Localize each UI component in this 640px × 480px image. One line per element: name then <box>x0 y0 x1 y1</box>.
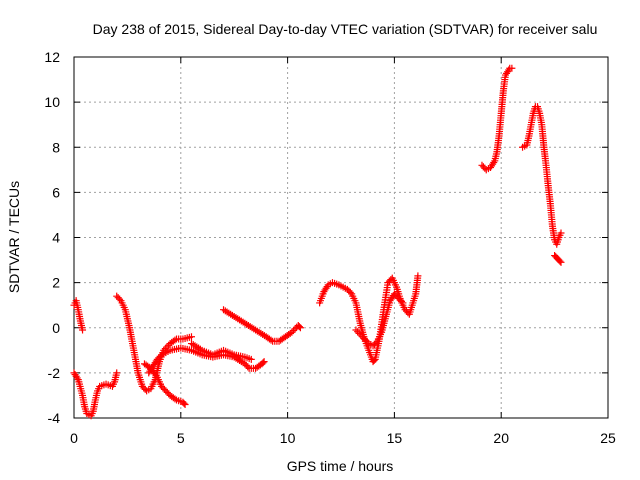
data-point <box>259 359 267 367</box>
x-axis-label: GPS time / hours <box>287 458 394 474</box>
data-point <box>156 352 164 360</box>
data-point <box>171 336 179 344</box>
y-tick-label: 0 <box>52 320 60 336</box>
y-tick-labels: -4 -2 0 2 4 6 8 10 12 <box>44 49 60 426</box>
x-tick-label: 15 <box>387 430 403 446</box>
series-s3 <box>113 292 195 395</box>
data-point <box>370 356 378 364</box>
data-point <box>490 158 498 166</box>
y-tick-label: -2 <box>48 365 61 381</box>
y-tick-label: 10 <box>44 94 60 110</box>
data-point <box>244 363 252 371</box>
data-points <box>70 64 565 420</box>
y-tick-label: 2 <box>52 275 60 291</box>
series-s6 <box>187 340 255 363</box>
series-s10 <box>478 64 516 174</box>
chart-title: Day 238 of 2015, Sidereal Day-to-day VTE… <box>93 21 598 37</box>
data-point <box>556 257 564 265</box>
data-point <box>79 326 87 334</box>
series-s8 <box>316 272 422 366</box>
data-point <box>346 288 354 296</box>
x-tick-label: 10 <box>280 430 296 446</box>
data-point <box>116 295 124 303</box>
x-tick-labels: 0 5 10 15 20 25 <box>70 430 616 446</box>
data-point <box>363 338 371 346</box>
data-point <box>289 327 297 335</box>
data-point <box>181 400 189 408</box>
series-s5 <box>145 344 268 377</box>
data-point <box>296 324 304 332</box>
data-point <box>357 331 365 339</box>
series-s11 <box>519 103 565 248</box>
data-point <box>355 329 363 337</box>
data-point <box>508 64 516 72</box>
y-tick-label: -4 <box>48 410 61 426</box>
data-point <box>358 333 366 341</box>
series-s9 <box>352 290 407 350</box>
data-point <box>267 336 275 344</box>
data-point <box>557 229 565 237</box>
data-point <box>414 272 422 280</box>
data-point <box>260 358 268 366</box>
series-s4 <box>140 360 189 408</box>
data-point <box>247 355 255 363</box>
data-point <box>557 258 565 266</box>
x-tick-label: 0 <box>70 430 78 446</box>
series-s7 <box>220 306 304 345</box>
data-point <box>171 395 179 403</box>
data-point <box>505 66 513 74</box>
x-tick-label: 5 <box>177 430 185 446</box>
y-tick-label: 8 <box>52 139 60 155</box>
data-point <box>360 334 368 342</box>
y-tick-label: 12 <box>44 49 60 65</box>
series-s1 <box>70 297 87 334</box>
x-tick-label: 20 <box>493 430 509 446</box>
data-point <box>288 328 296 336</box>
y-axis-label: SDTVAR / TECUs <box>6 181 22 293</box>
data-point <box>295 323 303 331</box>
data-point <box>362 336 370 344</box>
data-point <box>398 297 406 305</box>
series-s2 <box>70 369 121 420</box>
data-point <box>352 326 360 334</box>
axis-ticks <box>73 56 609 419</box>
data-point <box>73 374 81 382</box>
data-point <box>113 369 121 377</box>
y-tick-label: 4 <box>52 230 60 246</box>
data-point <box>354 328 362 336</box>
data-point <box>187 333 195 341</box>
data-point <box>163 343 171 351</box>
data-point <box>291 325 299 333</box>
data-point <box>372 339 380 347</box>
y-tick-label: 6 <box>52 184 60 200</box>
data-point <box>399 299 407 307</box>
data-point <box>180 399 188 407</box>
x-tick-label: 25 <box>600 430 616 446</box>
series-s12 <box>551 252 565 266</box>
